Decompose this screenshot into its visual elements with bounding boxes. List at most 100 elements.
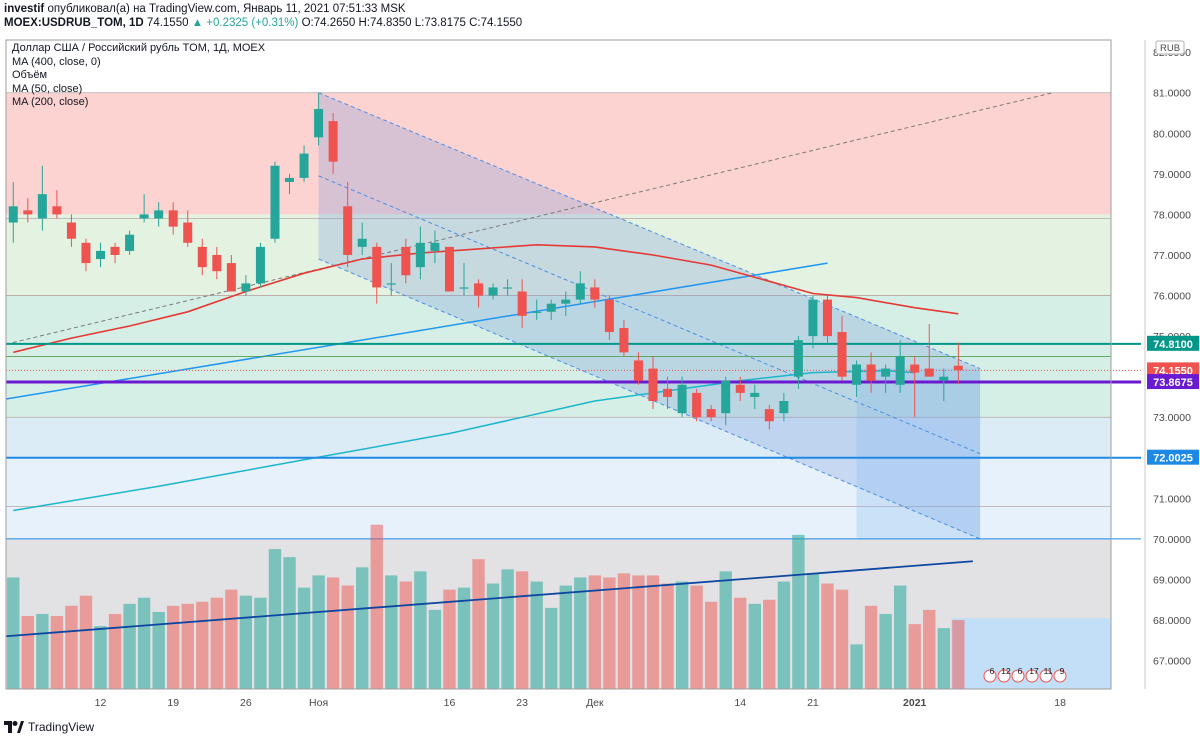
- candle-body: [386, 283, 396, 285]
- candle: [81, 238, 91, 272]
- candle: [168, 202, 178, 235]
- candle: [52, 190, 62, 219]
- candle: [154, 202, 164, 227]
- event-count: 11: [1044, 666, 1053, 676]
- candle: [139, 194, 149, 223]
- volume-bar: [792, 534, 805, 689]
- candle-body: [692, 392, 702, 418]
- candle: [95, 242, 106, 268]
- volume-bar: [254, 597, 267, 689]
- candle-body: [822, 299, 832, 337]
- x-tick-label: 26: [240, 697, 252, 709]
- candle-body: [168, 210, 178, 227]
- candle: [677, 376, 687, 418]
- candle-body: [314, 108, 324, 138]
- x-tick-label: Дек: [586, 697, 604, 709]
- volume-bar: [7, 577, 20, 689]
- symbol-line: MOEX:USDRUB_TOM, 1D 74.1550 ▲ +0.2325 (+…: [4, 17, 522, 29]
- candle: [328, 113, 338, 174]
- event-marker: 12: [997, 666, 1011, 683]
- x-tick-label: 23: [516, 697, 528, 709]
- volume-bar: [137, 597, 151, 689]
- volume-bar: [588, 575, 602, 689]
- y-tick-label: 73.0000: [1153, 412, 1191, 424]
- volume-bar: [152, 611, 165, 689]
- volume-bar: [326, 577, 340, 689]
- y-tick-label: 68.0000: [1153, 615, 1191, 627]
- x-tick-label: 14: [734, 697, 746, 709]
- candle: [895, 340, 905, 393]
- candle-body: [532, 311, 542, 313]
- price-scale-box: [1147, 449, 1199, 465]
- candle: [343, 181, 353, 268]
- candle-body: [648, 368, 658, 402]
- y-tick-label: 77.0000: [1153, 250, 1191, 262]
- legend-item-ma200[interactable]: MA (200, close): [12, 96, 89, 108]
- event-flag-icon: [1025, 669, 1039, 683]
- candle-body: [52, 206, 62, 215]
- volume-bar: [646, 575, 660, 689]
- candle: [764, 405, 774, 430]
- author-name[interactable]: investif: [4, 3, 45, 15]
- candle: [386, 263, 396, 296]
- candle-body: [604, 299, 614, 333]
- volume-ma-line: [5, 560, 973, 638]
- volume-bar: [472, 559, 485, 689]
- y-tick-label: 70.0000: [1153, 534, 1191, 546]
- published-text: опубликовал(а) на TradingView.com, Январ…: [47, 3, 406, 15]
- volume-bar: [574, 577, 587, 689]
- candle-body: [619, 327, 629, 353]
- brand-label[interactable]: TradingView: [28, 720, 95, 734]
- tradingview-logo-icon: [4, 721, 24, 733]
- candle: [110, 242, 120, 264]
- currency-badge: RUB: [1155, 40, 1185, 55]
- candle-body: [793, 340, 803, 377]
- volume-bar: [50, 615, 64, 689]
- legend-item-ma400[interactable]: MA (400, close, 0): [12, 55, 101, 68]
- candle-body: [372, 246, 382, 288]
- candle: [299, 145, 309, 182]
- candle-body: [488, 287, 498, 296]
- candle: [197, 238, 207, 276]
- candle-body: [343, 206, 353, 255]
- candle: [648, 356, 658, 410]
- candle-body: [270, 165, 280, 239]
- price-change: ▲ +0.2325 (+0.31%): [191, 17, 299, 29]
- price-scale-text: 74.8100: [1153, 339, 1193, 351]
- legend-item-volume[interactable]: Объём: [12, 69, 48, 81]
- candle: [706, 405, 716, 422]
- legend-title[interactable]: Доллар США / Российский рубль TOM, 1Д, M…: [12, 42, 266, 54]
- x-tick-label: 21: [807, 697, 819, 709]
- y-tick-label: 80.0000: [1153, 128, 1191, 140]
- trend-line-dashed: [5, 92, 1053, 345]
- volume-bar: [210, 597, 224, 689]
- volume-bar: [341, 585, 354, 689]
- candle-body: [255, 246, 265, 284]
- candle: [241, 275, 251, 296]
- candle: [604, 295, 614, 341]
- legend-item-ma50[interactable]: MA (50, close): [12, 82, 83, 95]
- price-chart[interactable]: 6 12 6 17 11 9 67.0000 68.0000 69.0000 70.0000 71.…: [0, 34, 1200, 716]
- candle-body: [299, 153, 309, 178]
- candle: [939, 368, 949, 402]
- event-marker: 6: [983, 666, 997, 683]
- candle-body: [81, 242, 91, 264]
- candle-body: [779, 401, 789, 414]
- candle-body: [139, 214, 149, 219]
- last-price: 74.1550: [146, 17, 189, 29]
- candle-body: [721, 380, 731, 414]
- event-marker: 17: [1025, 666, 1039, 683]
- candle-body: [750, 392, 760, 397]
- candle: [808, 295, 818, 349]
- event-count: 6: [1018, 666, 1023, 676]
- candle: [793, 336, 803, 389]
- volume-bar: [748, 603, 761, 689]
- candle: [590, 279, 600, 308]
- chart-area[interactable]: 6 12 6 17 11 9 67.0000 68.0000 69.0000 70.0000 71.…: [0, 34, 1200, 716]
- candle: [183, 210, 193, 247]
- volume-bar: [239, 595, 253, 689]
- candle: [517, 279, 527, 328]
- candle: [66, 214, 76, 247]
- zone-band-3: [6, 417, 1111, 458]
- channel-line-1: [318, 175, 981, 455]
